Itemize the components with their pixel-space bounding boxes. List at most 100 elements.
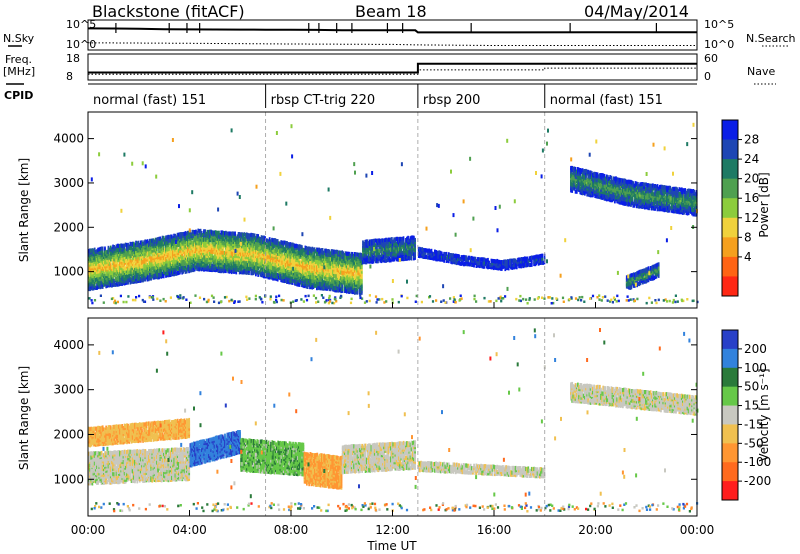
heatmap-cell — [112, 253, 114, 258]
cpid-segment-label: normal (fast) 151 — [550, 93, 663, 108]
heatmap-cell — [339, 260, 341, 265]
heatmap-cell — [174, 263, 177, 268]
heatmap-cell — [210, 261, 212, 267]
heatmap-cell — [215, 248, 218, 253]
heatmap-cell — [316, 275, 318, 281]
heatmap-cell — [398, 251, 400, 256]
heatmap-cell — [221, 240, 224, 245]
heatmap-cell — [482, 259, 485, 264]
heatmap-cell — [311, 253, 314, 258]
heatmap-cell — [212, 265, 215, 271]
heatmap-cell — [327, 254, 330, 259]
heatmap-cell — [167, 251, 170, 256]
heatmap-cell — [268, 239, 271, 244]
heatmap-cell — [302, 261, 304, 266]
heatmap-cell — [90, 270, 93, 275]
heatmap-cell — [261, 269, 264, 274]
heatmap-cell — [466, 259, 469, 265]
heatmap-cell — [484, 258, 487, 263]
heatmap-cell — [183, 234, 186, 239]
heatmap-cell — [273, 276, 276, 281]
heatmap-cell — [349, 281, 352, 287]
heatmap-cell — [302, 251, 304, 256]
heatmap-cell — [360, 277, 363, 282]
heatmap-cell — [332, 263, 334, 268]
heatmap-cell — [123, 271, 126, 276]
heatmap-cell — [251, 235, 254, 240]
heatmap-cell — [250, 269, 253, 274]
heatmap-cell — [276, 239, 279, 244]
heatmap-cell — [147, 247, 150, 252]
heatmap-cell — [283, 269, 286, 274]
heatmap-cell — [443, 258, 446, 263]
heatmap-cell — [153, 245, 156, 251]
heatmap-cell — [182, 263, 185, 269]
heatmap-cell — [127, 250, 129, 255]
heatmap-cell — [446, 256, 449, 261]
heatmap-cell — [181, 232, 184, 237]
heatmap-cell — [399, 254, 401, 259]
heatmap-cell — [306, 250, 309, 256]
cpid-label: CPID — [4, 89, 33, 102]
heatmap-cell — [326, 257, 329, 262]
heatmap-cell — [283, 263, 286, 268]
heatmap-cell — [318, 280, 321, 285]
heatmap-cell — [407, 252, 409, 257]
heatmap-cell — [217, 254, 219, 259]
heatmap-cell — [260, 245, 263, 250]
heatmap-cell — [497, 264, 500, 269]
heatmap-cell — [479, 257, 481, 262]
heatmap-cell — [258, 246, 261, 251]
freq-panel: 18 8 60 0 — [66, 52, 718, 83]
heatmap-cell — [117, 243, 120, 248]
heatmap-cell — [183, 252, 186, 257]
heatmap-cell — [316, 279, 318, 284]
heatmap-cell — [103, 278, 105, 283]
heatmap-cell — [135, 246, 137, 252]
heatmap-cell — [127, 266, 129, 271]
heatmap-cell — [269, 247, 272, 252]
heatmap-cell — [138, 242, 141, 247]
heatmap-cell — [344, 259, 347, 264]
heatmap-cell — [348, 281, 350, 286]
heatmap-cell — [401, 253, 404, 258]
heatmap-cell — [202, 257, 204, 262]
heatmap-cell — [336, 254, 339, 259]
heatmap-cell — [111, 273, 113, 278]
heatmap-cell — [382, 258, 385, 263]
cpid-strip: normal (fast) 151 rbsp CT-trig 220 rbsp 20… — [88, 83, 697, 108]
heatmap-cell — [328, 275, 331, 280]
heatmap-cell — [272, 256, 274, 261]
heatmap-cell — [146, 245, 149, 250]
heatmap-cell — [185, 241, 188, 246]
heatmap-cell — [288, 250, 291, 255]
heatmap-cell — [269, 275, 272, 280]
heatmap-cell — [284, 247, 287, 252]
heatmap-cell — [359, 263, 362, 268]
heatmap-cell — [115, 254, 118, 259]
heatmap-cell — [180, 232, 182, 237]
heatmap-cell — [114, 282, 117, 287]
heatmap-cell — [184, 269, 187, 274]
heatmap-cell — [304, 276, 307, 281]
heatmap-cell — [387, 237, 390, 242]
heatmap-cell — [172, 262, 174, 267]
heatmap-cell — [220, 230, 223, 235]
heatmap-cell — [312, 253, 315, 258]
heatmap-cell — [257, 272, 260, 277]
heatmap-cell — [339, 268, 341, 273]
heatmap-cell — [274, 238, 277, 243]
heatmap-cell — [419, 246, 421, 252]
heatmap-cell — [161, 235, 164, 240]
heatmap-cell — [250, 251, 253, 256]
heatmap-cell — [293, 251, 295, 256]
heatmap-cell — [237, 235, 240, 241]
heatmap-cell — [335, 280, 338, 285]
heatmap-cell — [313, 261, 316, 266]
heatmap-cell — [509, 261, 511, 266]
heatmap-cell — [123, 252, 126, 258]
heatmap-cell — [290, 258, 293, 263]
heatmap-cell — [377, 238, 379, 243]
heatmap-cell — [131, 271, 134, 277]
heatmap-cell — [459, 256, 462, 262]
